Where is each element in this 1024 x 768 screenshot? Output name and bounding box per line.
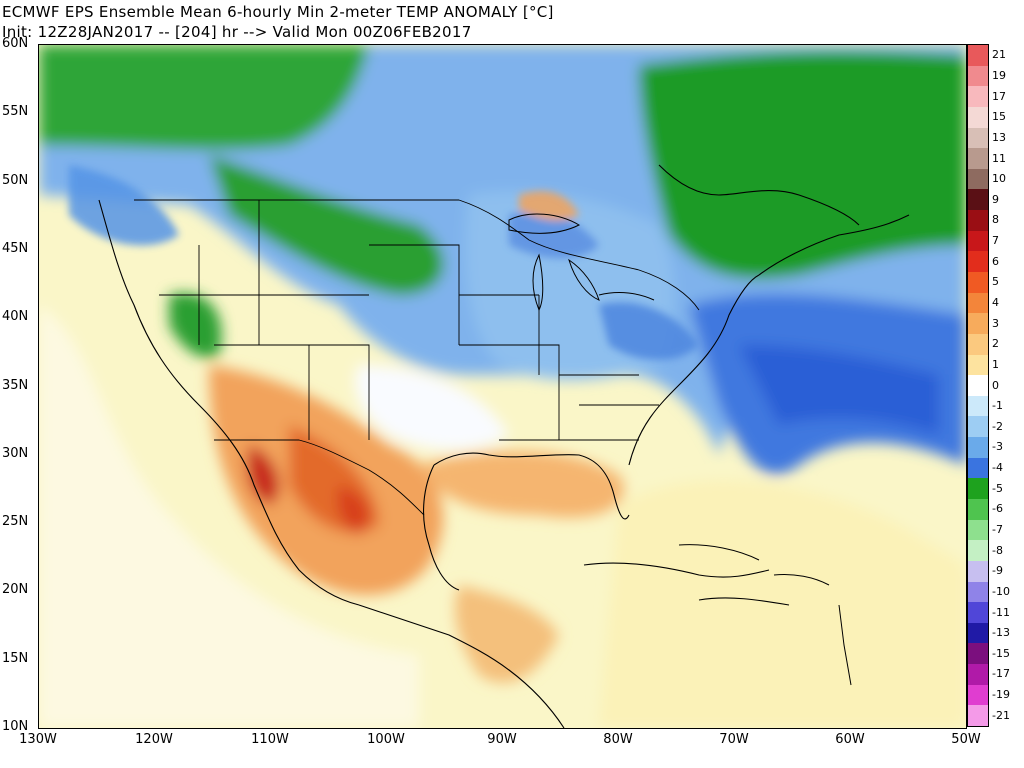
colorbar-swatch <box>968 86 988 108</box>
colorbar-label: 9 <box>992 192 999 206</box>
colorbar-label: -1 <box>992 399 1003 413</box>
colorbar-label: 19 <box>992 68 1006 82</box>
colorbar-label: 8 <box>992 213 999 227</box>
colorbar-label: 7 <box>992 234 999 248</box>
longitude-label: 120W <box>135 732 173 747</box>
colorbar-label: 1 <box>992 357 999 371</box>
longitude-label: 50W <box>951 732 981 747</box>
latitude-label: 30N <box>2 445 29 461</box>
colorbar-swatch <box>968 354 988 376</box>
colorbar-label: 2 <box>992 337 999 351</box>
latitude-label: 55N <box>2 104 29 120</box>
colorbar <box>967 44 989 727</box>
colorbar-label: -5 <box>992 481 1003 495</box>
colorbar-label: 4 <box>992 295 999 309</box>
anomaly-map <box>38 44 967 729</box>
caribbean-islands <box>678 544 852 686</box>
colorbar-swatch <box>968 272 988 294</box>
colorbar-swatch <box>968 65 988 87</box>
latitude-label: 35N <box>2 377 29 393</box>
colorbar-label: -2 <box>992 419 1003 433</box>
great-lakes <box>508 213 655 312</box>
colorbar-swatch <box>968 127 988 149</box>
longitude-label: 90W <box>487 732 517 747</box>
colorbar-label: -6 <box>992 502 1003 516</box>
longitude-label: 130W <box>19 732 57 747</box>
colorbar-swatch <box>968 230 988 252</box>
colorbar-swatch <box>968 519 988 541</box>
colorbar-swatch <box>968 416 988 438</box>
colorbar-label: -21 <box>992 708 1010 722</box>
colorbar-label: 11 <box>992 151 1006 165</box>
colorbar-label: -7 <box>992 522 1003 536</box>
borders <box>134 199 700 516</box>
colorbar-swatch <box>968 106 988 129</box>
title-line-1: ECMWF EPS Ensemble Mean 6-hourly Min 2-m… <box>2 3 554 21</box>
colorbar-swatch <box>968 602 988 624</box>
map-canvas <box>39 45 966 728</box>
colorbar-label: -13 <box>992 626 1010 640</box>
colorbar-label: -9 <box>992 564 1003 578</box>
colorbar-swatch <box>968 313 988 335</box>
colorbar-swatch <box>968 457 988 479</box>
colorbar-swatch <box>968 395 988 417</box>
colorbar-swatch <box>968 292 988 314</box>
colorbar-swatch <box>968 499 988 521</box>
longitude-label: 100W <box>367 732 405 747</box>
colorbar-swatch <box>968 622 988 644</box>
latitude-label: 20N <box>2 582 29 598</box>
colorbar-swatch <box>968 643 988 665</box>
colorbar-swatch <box>968 210 988 232</box>
colorbar-label: -10 <box>992 584 1010 598</box>
colorbar-label: -17 <box>992 667 1010 681</box>
anomaly-detail <box>69 165 699 360</box>
colorbar-label: 17 <box>992 89 1006 103</box>
colorbar-swatch <box>968 333 988 356</box>
colorbar-swatch <box>968 664 988 686</box>
colorbar-swatch <box>968 684 988 706</box>
colorbar-label: -8 <box>992 543 1003 557</box>
latitude-label: 10N <box>2 719 29 734</box>
colorbar-swatch <box>968 705 988 727</box>
colorbar-swatch <box>968 478 988 500</box>
colorbar-swatch <box>968 540 988 562</box>
colorbar-swatch <box>968 581 988 603</box>
colorbar-swatch <box>968 45 988 67</box>
latitude-label: 50N <box>2 172 29 188</box>
colorbar-label: 5 <box>992 275 999 289</box>
colorbar-label: -19 <box>992 688 1010 702</box>
colorbar-swatch <box>968 168 988 190</box>
colorbar-label: -4 <box>992 461 1003 475</box>
latitude-label: 40N <box>2 309 29 325</box>
colorbar-swatch <box>968 437 988 459</box>
longitude-label: 70W <box>719 732 749 747</box>
colorbar-label: 3 <box>992 316 999 330</box>
colorbar-label: 15 <box>992 110 1006 124</box>
colorbar-swatch <box>968 189 988 211</box>
colorbar-swatch <box>968 251 988 273</box>
longitude-label: 60W <box>835 732 865 747</box>
colorbar-swatch <box>968 148 988 170</box>
colorbar-label: 10 <box>992 172 1006 186</box>
longitude-label: 110W <box>251 732 289 747</box>
colorbar-swatch <box>968 375 988 397</box>
anomaly-field <box>39 45 966 728</box>
latitude-label: 15N <box>2 650 29 666</box>
colorbar-label: 6 <box>992 254 999 268</box>
colorbar-label: 0 <box>992 378 999 392</box>
longitude-label: 80W <box>603 732 633 747</box>
latitude-label: 60N <box>2 36 29 51</box>
title-line-2: Init: 12Z28JAN2017 -- [204] hr --> Valid… <box>2 23 472 41</box>
coastlines <box>98 164 910 728</box>
colorbar-swatch <box>968 560 988 583</box>
latitude-label: 45N <box>2 240 29 256</box>
colorbar-label: 21 <box>992 48 1006 62</box>
colorbar-label: -11 <box>992 605 1010 619</box>
latitude-label: 25N <box>2 514 29 530</box>
colorbar-label: -3 <box>992 440 1003 454</box>
colorbar-label: -15 <box>992 646 1010 660</box>
colorbar-label: 13 <box>992 130 1006 144</box>
